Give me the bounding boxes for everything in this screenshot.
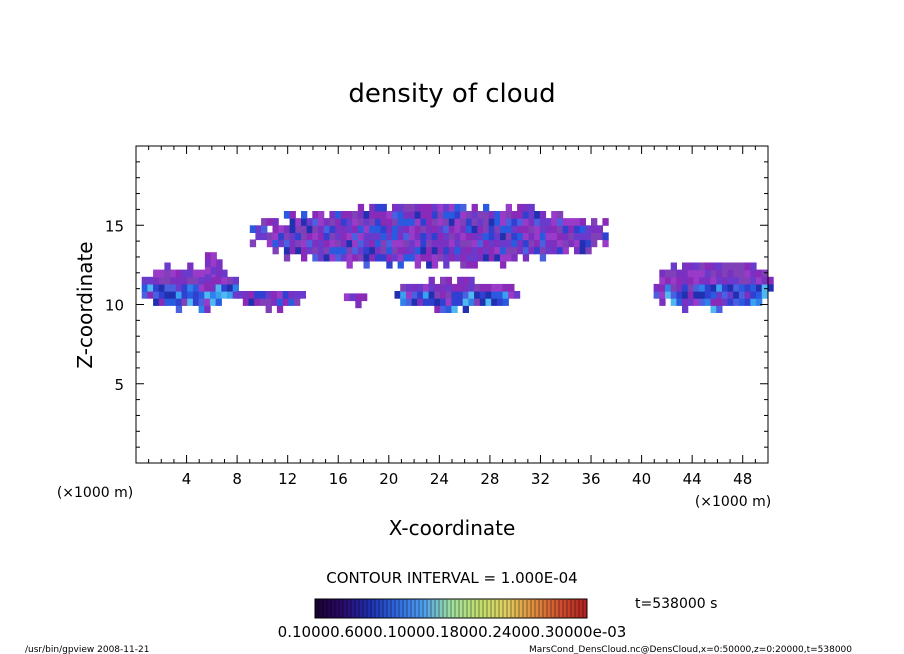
x-tick-label: 24 — [430, 470, 449, 488]
y-tick-label: 5 — [114, 376, 124, 394]
y-tick-label: 15 — [105, 217, 124, 235]
x-tick-label: 32 — [531, 470, 550, 488]
x-unit-label-left: (×1000 m) — [57, 485, 133, 501]
y-tick-label: 10 — [105, 297, 124, 315]
x-tick-label: 40 — [632, 470, 651, 488]
time-label: t=538000 s — [635, 596, 717, 612]
cloud-region — [653, 262, 774, 313]
x-unit-label-right: (×1000 m) — [695, 494, 771, 510]
footer-left: /usr/bin/gpview 2008-11-21 — [25, 645, 149, 654]
x-tick-label: 36 — [581, 470, 600, 488]
cloud-region — [237, 291, 306, 313]
cloud-region — [204, 252, 223, 282]
footer-right: MarsCond_DensCloud.nc@DensCloud,x=0:5000… — [529, 645, 852, 654]
x-tick-label: 20 — [379, 470, 398, 488]
x-tick-label: 12 — [278, 470, 297, 488]
cloud-region — [394, 276, 521, 313]
x-tick-label: 48 — [733, 470, 752, 488]
x-tick-label: 16 — [329, 470, 348, 488]
x-tick-label: 28 — [480, 470, 499, 488]
chart-title: density of cloud — [348, 79, 555, 109]
colorbar-contour-lines — [318, 600, 584, 617]
axis-ticks — [136, 146, 768, 463]
cloud-region — [343, 293, 368, 309]
y-tick-labels: 5 10 15 — [105, 217, 124, 394]
x-tick-label: 44 — [683, 470, 702, 488]
x-tick-label: 8 — [232, 470, 242, 488]
cloud-region — [141, 262, 239, 313]
colorbar — [314, 598, 588, 619]
colorbar-labels: 0.10000.6000.10000.18000.24000.30000e-03 — [278, 623, 627, 641]
cloud-density-fill — [141, 203, 774, 313]
cloud-region — [249, 203, 609, 269]
y-axis-label: Z-coordinate — [73, 241, 97, 368]
x-tick-labels: 4 8 12 16 20 24 28 32 36 40 44 48 — [182, 470, 752, 488]
x-tick-label: 4 — [182, 470, 192, 488]
contour-interval-text: CONTOUR INTERVAL = 1.000E-04 — [326, 569, 577, 587]
x-axis-label: X-coordinate — [389, 516, 516, 540]
